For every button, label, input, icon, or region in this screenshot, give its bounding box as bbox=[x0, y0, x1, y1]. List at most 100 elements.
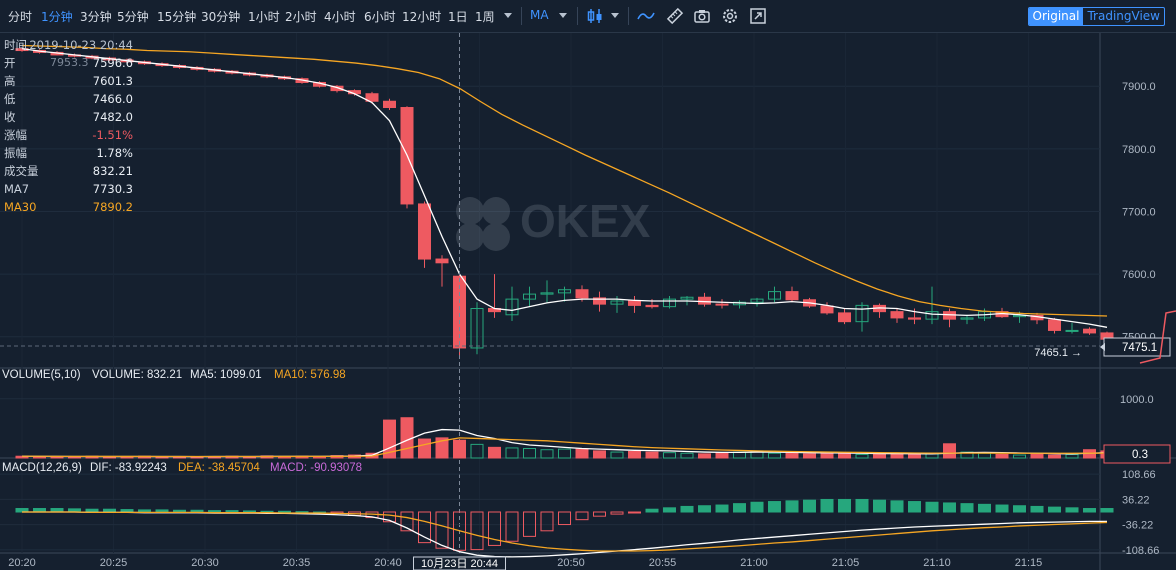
volume-bar bbox=[558, 448, 571, 459]
candle-body bbox=[820, 305, 834, 314]
crosshair-time-box bbox=[413, 556, 506, 570]
candle-body bbox=[593, 297, 606, 305]
tradingview-view-button[interactable]: TradingView bbox=[1087, 9, 1160, 23]
time-tick-label: 20:25 bbox=[100, 557, 128, 569]
volume-bar bbox=[698, 453, 711, 459]
macd-bar bbox=[925, 501, 939, 513]
info-value: 7466.0 bbox=[92, 92, 133, 106]
macd-bar bbox=[278, 510, 291, 513]
candle-body bbox=[768, 291, 781, 300]
volume-bar bbox=[575, 448, 589, 459]
info-value: 7601.3 bbox=[92, 74, 133, 88]
info-key: MA30 bbox=[4, 200, 37, 214]
interval-6[interactable]: 1小时 bbox=[248, 10, 280, 24]
candle-body bbox=[698, 296, 711, 305]
macd-bar bbox=[400, 511, 414, 532]
low-marker-label: 7465.1 → bbox=[1034, 347, 1082, 359]
camera-icon[interactable] bbox=[692, 6, 712, 26]
interval-8[interactable]: 4小时 bbox=[324, 10, 356, 24]
macd-bar bbox=[715, 504, 729, 513]
candle-body bbox=[330, 85, 344, 92]
macd-tick-label: 36.22 bbox=[1122, 494, 1150, 506]
price-tick-label: 7800.0 bbox=[1122, 144, 1156, 156]
info-value: -1.51% bbox=[92, 128, 133, 142]
candle-type-icon[interactable] bbox=[585, 6, 605, 26]
volume-bar bbox=[855, 453, 869, 459]
macd-bar bbox=[960, 503, 974, 513]
info-row: 开 7596.6 7953.3 bbox=[0, 54, 139, 72]
candle-body bbox=[960, 317, 974, 320]
info-row: 高 7601.3 bbox=[0, 72, 139, 90]
macd-bar bbox=[610, 511, 624, 515]
macd-bar bbox=[628, 511, 641, 514]
interval-7[interactable]: 2小时 bbox=[285, 10, 317, 24]
macd-bar bbox=[103, 508, 116, 513]
candle-body bbox=[453, 275, 466, 349]
info-row: 成交量 832.21 bbox=[0, 162, 139, 180]
original-view-button[interactable]: Original bbox=[1028, 8, 1084, 25]
candle-body bbox=[1083, 328, 1096, 334]
macd-bar bbox=[540, 511, 554, 532]
indicator-selector[interactable]: MA bbox=[530, 8, 549, 22]
volume-bar bbox=[470, 443, 484, 459]
candle-type-caret-icon[interactable] bbox=[611, 13, 619, 18]
volume-legend-ma5: MA5: 1099.01 bbox=[190, 369, 262, 381]
interval-0[interactable]: 分时 bbox=[8, 10, 33, 24]
volume-last-box bbox=[1103, 444, 1171, 464]
time-tick-label: 20:35 bbox=[283, 557, 311, 569]
volume-legend-ma10: MA10: 576.98 bbox=[274, 369, 346, 381]
toolbar-divider bbox=[628, 7, 629, 25]
info-value: 1.78% bbox=[96, 146, 133, 160]
volume-bar bbox=[418, 438, 431, 459]
volume-last-label: 0.3 bbox=[1132, 449, 1148, 461]
volume-bar bbox=[663, 452, 676, 459]
fullscreen-icon[interactable] bbox=[748, 6, 768, 26]
interval-11[interactable]: 1日 bbox=[448, 10, 468, 24]
volume-bar bbox=[680, 452, 694, 459]
info-value: 7596.6 bbox=[92, 56, 133, 70]
interval-3[interactable]: 5分钟 bbox=[117, 10, 149, 24]
prev-value-label: 7953.3 bbox=[50, 56, 89, 69]
macd-bar bbox=[995, 504, 1009, 513]
macd-bar bbox=[453, 511, 466, 551]
price-tick-label: 7900.0 bbox=[1122, 81, 1156, 93]
interval-4[interactable]: 15分钟 bbox=[157, 10, 197, 24]
candle-body bbox=[418, 203, 431, 260]
macd-bar bbox=[785, 500, 799, 513]
macd-dea-line bbox=[22, 511, 1108, 552]
candle-body bbox=[523, 293, 536, 300]
gear-icon[interactable] bbox=[720, 6, 740, 26]
toolbar-divider bbox=[577, 7, 578, 25]
volume-bar bbox=[908, 453, 921, 459]
time-tick-label: 21:10 bbox=[923, 557, 951, 569]
macd-bar bbox=[890, 500, 904, 513]
indicator-wave-icon[interactable] bbox=[636, 6, 656, 26]
watermark-logo-icon bbox=[456, 223, 484, 251]
info-row: 涨幅 -1.51% bbox=[0, 126, 139, 144]
watermark: OKEX bbox=[456, 195, 651, 251]
time-tick-label: 20:30 bbox=[191, 557, 219, 569]
macd-bar bbox=[435, 511, 449, 549]
macd-bar bbox=[943, 502, 956, 513]
macd-bar bbox=[733, 503, 746, 513]
interval-more-caret-icon[interactable] bbox=[504, 13, 512, 18]
volume-bar bbox=[523, 448, 536, 459]
indicator-caret-icon[interactable] bbox=[559, 13, 567, 18]
interval-9[interactable]: 6小时 bbox=[364, 10, 396, 24]
interval-1[interactable]: 1分钟 bbox=[41, 10, 73, 24]
info-row: 时间 2019-10-23 20:44 bbox=[0, 36, 139, 54]
interval-12[interactable]: 1周 bbox=[475, 10, 495, 24]
volume-bar bbox=[453, 439, 466, 459]
macd-bar bbox=[418, 511, 431, 544]
interval-2[interactable]: 3分钟 bbox=[80, 10, 112, 24]
info-value: 7730.3 bbox=[92, 182, 133, 196]
candle-body bbox=[785, 291, 799, 301]
candle-body bbox=[750, 298, 764, 303]
interval-10[interactable]: 12小时 bbox=[402, 10, 442, 24]
volume-bar bbox=[943, 443, 956, 459]
macd-bar bbox=[698, 505, 711, 513]
ruler-icon[interactable] bbox=[665, 6, 685, 26]
interval-5[interactable]: 30分钟 bbox=[201, 10, 241, 24]
chart-area[interactable]: 7500.07600.07700.07800.07900.020:2020:25… bbox=[0, 33, 1176, 570]
macd-legend-dea: DEA: -38.45704 bbox=[178, 462, 260, 474]
